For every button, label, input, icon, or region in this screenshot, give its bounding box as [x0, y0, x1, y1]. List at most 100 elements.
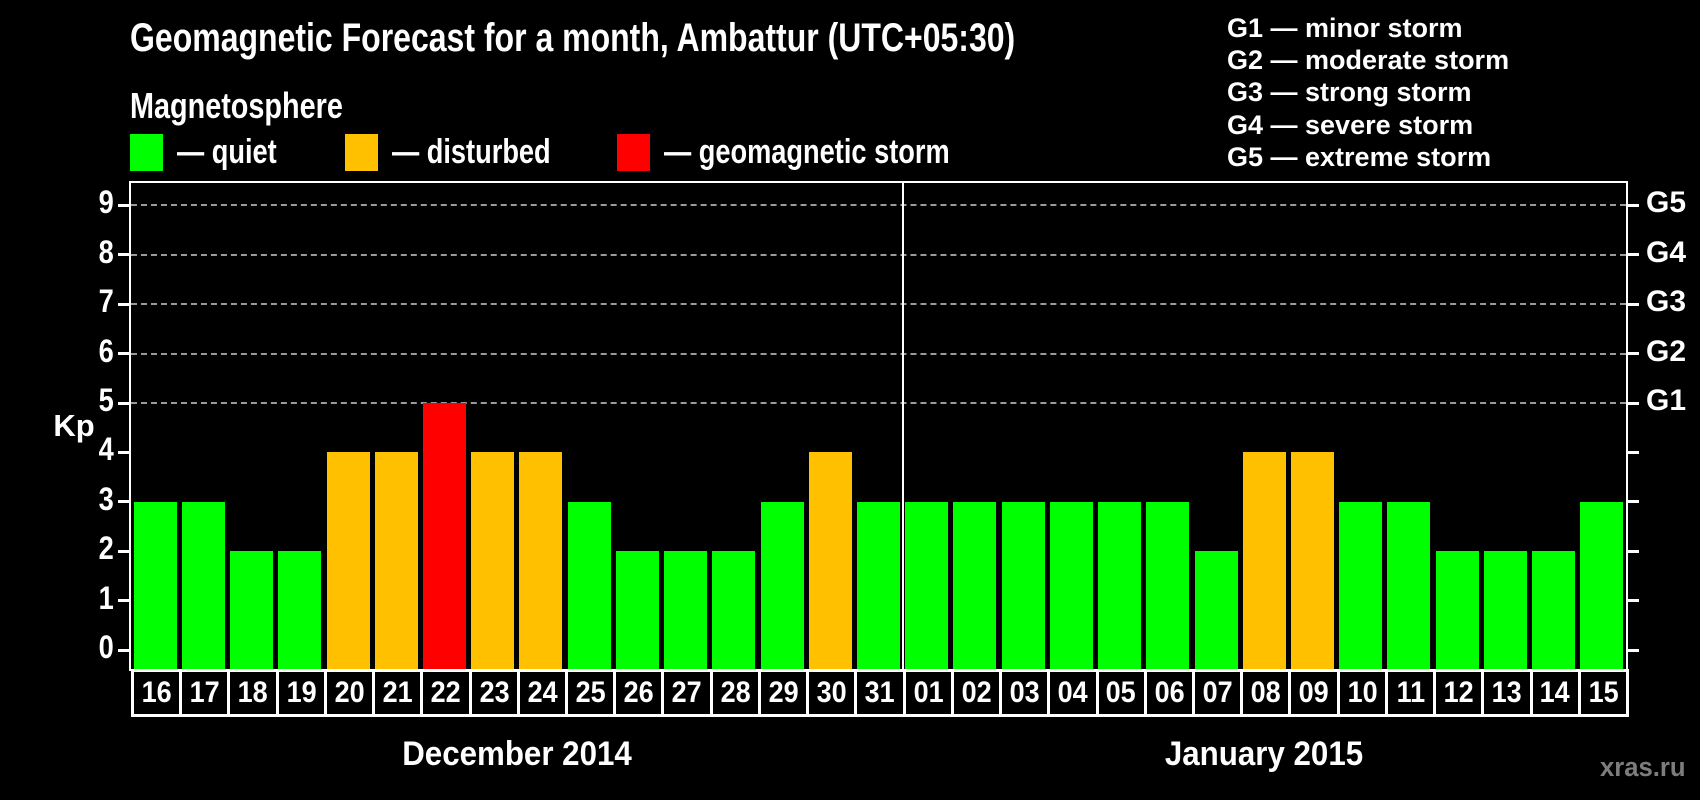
- gridline-kp9: [131, 204, 1626, 207]
- day-label-27: 27: [661, 669, 710, 717]
- y-axis-label-9: 9: [98, 184, 114, 221]
- kp-bar-january-10: [1339, 501, 1383, 669]
- month-label-january: January 2015: [1165, 735, 1364, 773]
- y-tick-right-3: [1626, 500, 1639, 504]
- legend-item-quiet: — quiet: [130, 133, 302, 171]
- day-label-23: 23: [468, 669, 517, 717]
- storm-scale-item-g5: G5 — extreme storm: [1227, 141, 1492, 172]
- legend-item-storm: — geomagnetic storm: [617, 133, 1021, 171]
- right-axis-label-G2: G2: [1646, 334, 1687, 368]
- day-label-04: 04: [1047, 669, 1096, 717]
- y-tick-right-9: [1626, 203, 1639, 207]
- storm-scale-item-g4: G4 — severe storm: [1227, 109, 1474, 140]
- y-axis-title: Kp: [53, 408, 95, 443]
- y-axis-label-3: 3: [98, 480, 114, 517]
- legend-label-disturbed: — disturbed: [392, 132, 551, 171]
- y-tick-left-2: [118, 549, 131, 553]
- day-label-10: 10: [1336, 669, 1385, 717]
- right-axis-label-G1: G1: [1646, 384, 1687, 417]
- y-tick-left-0: [118, 648, 131, 652]
- day-label-31: 31: [854, 669, 903, 717]
- storm-scale-item-g1: G1 — minor storm: [1227, 13, 1463, 43]
- day-label-07: 07: [1191, 669, 1241, 717]
- day-label-19: 19: [275, 669, 324, 717]
- y-tick-right-0: [1626, 648, 1639, 652]
- y-tick-right-5: [1626, 401, 1639, 405]
- y-tick-left-6: [118, 352, 131, 356]
- y-axis-label-5: 5: [98, 382, 114, 418]
- y-axis-label-7: 7: [98, 283, 114, 320]
- watermark: xras.ru: [1599, 752, 1686, 782]
- kp-bar-january-14: [1532, 551, 1576, 669]
- kp-bar-december-27: [664, 551, 708, 669]
- day-label-18: 18: [227, 669, 276, 717]
- day-label-16: 16: [131, 669, 180, 717]
- storm-scale-item-g2: G2 — moderate storm: [1227, 45, 1510, 76]
- kp-bar-december-24: [519, 452, 563, 669]
- kp-bar-january-03: [1001, 501, 1045, 669]
- storm-scale-item-g3: G3 — strong storm: [1227, 77, 1472, 108]
- kp-bar-january-12: [1435, 551, 1479, 669]
- kp-bar-january-15: [1580, 501, 1624, 669]
- kp-bar-december-30: [808, 452, 852, 669]
- kp-bar-december-16: [133, 501, 177, 669]
- magnetosphere-subtitle: Magnetosphere: [130, 85, 343, 126]
- day-label-14: 14: [1529, 669, 1578, 717]
- y-tick-left-9: [118, 203, 131, 207]
- day-label-08: 08: [1240, 669, 1289, 717]
- y-axis-label-8: 8: [98, 233, 114, 270]
- month-label-december: December 2014: [402, 735, 632, 773]
- day-label-05: 05: [1095, 669, 1144, 717]
- kp-bar-january-07: [1194, 551, 1238, 669]
- gridline-kp7: [131, 303, 1626, 306]
- kp-bar-december-31: [857, 501, 900, 669]
- day-label-20: 20: [323, 669, 373, 717]
- kp-bar-january-06: [1146, 501, 1190, 669]
- y-tick-right-1: [1626, 599, 1639, 603]
- quiet-swatch: [130, 133, 163, 171]
- day-label-03: 03: [999, 669, 1048, 717]
- day-label-11: 11: [1384, 669, 1434, 717]
- y-tick-left-3: [118, 500, 131, 504]
- storm-swatch: [617, 133, 650, 171]
- y-axis-label-2: 2: [98, 530, 114, 567]
- kp-bar-december-18: [230, 551, 274, 669]
- kp-bar-january-13: [1483, 551, 1527, 669]
- y-tick-left-7: [118, 302, 131, 306]
- y-tick-left-8: [118, 253, 131, 257]
- legend-label-storm: — geomagnetic storm: [664, 132, 950, 171]
- kp-bar-january-11: [1387, 501, 1431, 669]
- day-label-15: 15: [1577, 669, 1629, 717]
- day-label-22: 22: [420, 669, 469, 717]
- page-title: Geomagnetic Forecast for a month, Ambatt…: [130, 16, 1016, 60]
- day-label-25: 25: [565, 669, 614, 717]
- kp-bar-december-22: [422, 403, 466, 669]
- kp-bar-january-02: [953, 501, 997, 669]
- y-axis-label-4: 4: [98, 431, 114, 468]
- kp-bar-december-17: [181, 501, 225, 669]
- day-label-24: 24: [516, 669, 566, 717]
- kp-bar-december-21: [374, 452, 418, 669]
- day-label-17: 17: [179, 669, 228, 717]
- storm-scale-legend: G1 — minor storm G2 — moderate storm G3 — …: [1227, 12, 1509, 173]
- y-axis-label-0: 0: [98, 629, 114, 665]
- kp-bar-december-23: [471, 452, 515, 669]
- legend-item-disturbed: — disturbed: [345, 133, 590, 171]
- kp-bar-december-29: [760, 501, 804, 669]
- day-label-28: 28: [709, 669, 758, 717]
- day-label-12: 12: [1433, 669, 1482, 717]
- y-tick-right-4: [1626, 450, 1639, 454]
- y-axis-label-1: 1: [98, 579, 114, 616]
- right-axis-label-G3: G3: [1646, 285, 1687, 319]
- day-label-29: 29: [757, 669, 807, 717]
- day-label-21: 21: [372, 669, 421, 717]
- kp-bar-december-20: [326, 452, 370, 669]
- gridline-kp8: [131, 253, 1626, 256]
- legend-label-quiet: — quiet: [177, 132, 277, 171]
- day-label-06: 06: [1143, 669, 1192, 717]
- kp-bar-december-26: [615, 551, 659, 669]
- y-tick-right-6: [1626, 352, 1639, 356]
- y-tick-left-4: [118, 450, 131, 454]
- day-label-02: 02: [950, 669, 1000, 717]
